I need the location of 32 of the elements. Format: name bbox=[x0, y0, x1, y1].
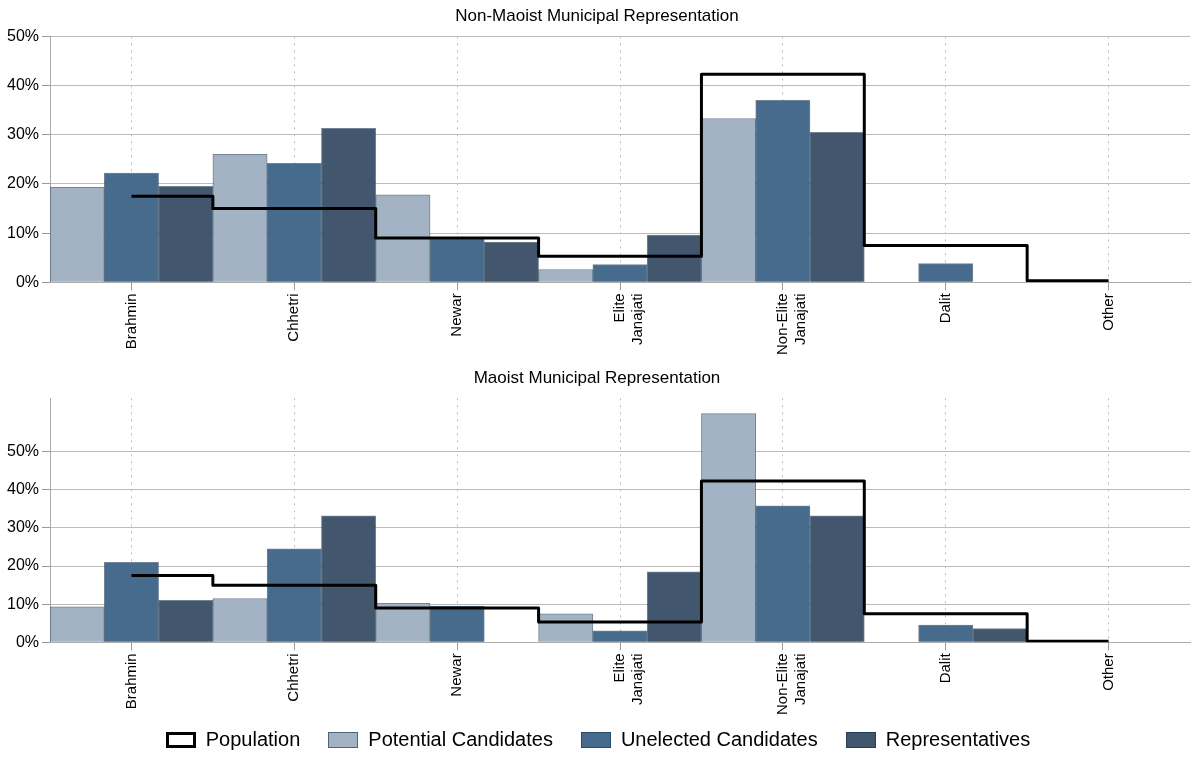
x-tick-label: Brahmin bbox=[121, 653, 139, 710]
y-tick-label: 40% bbox=[6, 75, 40, 93]
y-tick-label: 20% bbox=[6, 556, 40, 574]
legend-label: Representatives bbox=[885, 728, 1031, 751]
x-tick-label: Non-Elite Janajati bbox=[773, 653, 809, 716]
x-tick-label: Dalit bbox=[935, 652, 953, 684]
x-tick-label: Chhetri bbox=[284, 293, 302, 342]
x-tick-label: Other bbox=[1098, 653, 1116, 691]
y-tick-label: 30% bbox=[6, 125, 40, 143]
x-tick-label: Dalit bbox=[935, 292, 953, 324]
y-tick-label: 50% bbox=[6, 26, 40, 44]
legend-label: Unelected Candidates bbox=[620, 728, 818, 751]
y-tick-label: 0% bbox=[15, 272, 40, 290]
y-tick-label: 10% bbox=[6, 594, 40, 612]
x-tick-label: Elite Janajati bbox=[610, 293, 646, 346]
y-tick-label: 10% bbox=[6, 223, 40, 241]
x-tick-label: Brahmin bbox=[121, 293, 139, 350]
y-tick-label: 30% bbox=[6, 518, 40, 536]
y-tick-label: 40% bbox=[6, 480, 40, 498]
x-tick-label: Non-Elite Janajati bbox=[773, 293, 809, 356]
y-tick-label: 20% bbox=[6, 174, 40, 192]
x-tick-label: Newar bbox=[447, 653, 465, 697]
legend-label: Population bbox=[205, 728, 301, 751]
x-tick-label: Other bbox=[1098, 293, 1116, 331]
x-tick-label: Elite Janajati bbox=[610, 653, 646, 706]
chart-title: Maoist Municipal Representation bbox=[473, 367, 721, 387]
y-tick-label: 50% bbox=[6, 442, 40, 460]
chart-title: Non-Maoist Municipal Representation bbox=[455, 5, 739, 25]
legend-label: Potential Candidates bbox=[368, 728, 553, 751]
y-tick-label: 0% bbox=[15, 632, 40, 650]
x-tick-label: Newar bbox=[447, 293, 465, 337]
x-tick-label: Chhetri bbox=[284, 653, 302, 702]
